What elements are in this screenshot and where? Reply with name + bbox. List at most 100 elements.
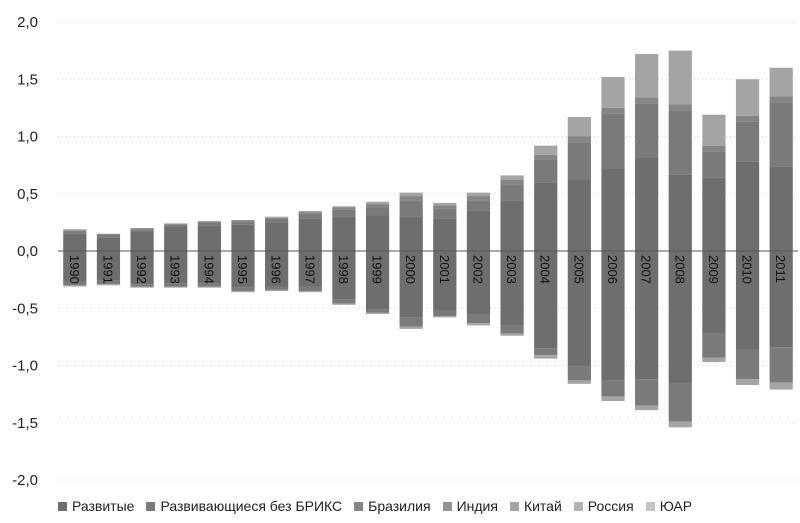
bar-segment <box>735 349 760 380</box>
bar-segment <box>635 103 659 158</box>
x-tick-label: 1993 <box>168 255 183 284</box>
bar-segment <box>399 216 423 251</box>
bar-segment <box>231 224 255 251</box>
bar-segment <box>164 283 188 287</box>
bar-segment <box>735 161 760 251</box>
bar-segment <box>298 291 322 293</box>
bar-segment <box>399 196 423 201</box>
bar-segment <box>668 251 692 384</box>
bar-segment <box>500 175 524 181</box>
y-tick-label: 1,5 <box>17 71 38 88</box>
x-tick-label: 2000 <box>403 255 418 284</box>
bar-segment <box>365 215 390 251</box>
bar-segment <box>500 251 524 326</box>
bar-segment <box>365 251 390 310</box>
bar-segment <box>164 226 188 251</box>
bar-segment <box>433 251 457 311</box>
bar-segment <box>668 50 692 105</box>
bar-segment <box>534 251 558 349</box>
bar-segment <box>130 231 154 251</box>
bar-segment <box>601 251 625 381</box>
bar-segment <box>466 251 491 314</box>
legend-item: Бразилия <box>354 498 431 514</box>
bar-segment <box>466 196 491 201</box>
bar-segment <box>63 281 87 286</box>
bar-segment <box>702 151 726 178</box>
bar-segment <box>635 157 659 251</box>
bar-segment <box>567 136 591 143</box>
bar-segment <box>601 76 625 108</box>
bar-segment <box>635 97 659 104</box>
bar-segment <box>668 110 692 175</box>
bar-segment <box>433 202 457 206</box>
bar-segment <box>500 184 524 201</box>
bar-segment <box>231 251 255 288</box>
bar-segment <box>601 380 625 397</box>
bar-segment <box>769 251 793 348</box>
bar-segment <box>500 200 524 251</box>
bar-segment <box>130 284 154 287</box>
bar-segment <box>130 228 154 230</box>
bar-segment <box>197 251 221 284</box>
bar-segment <box>231 287 255 292</box>
bar-segment <box>567 117 591 137</box>
x-tick-label: 2010 <box>740 255 755 284</box>
legend-label: Развитые <box>72 498 135 514</box>
bar-segment <box>265 289 289 292</box>
x-tick-label: 1990 <box>67 255 82 284</box>
bar-segment <box>265 218 289 223</box>
bar-segment <box>365 201 390 205</box>
x-tick-label: 2004 <box>538 255 553 284</box>
bar-segment <box>534 159 558 183</box>
x-tick-label: 1995 <box>235 255 250 284</box>
bar-segment <box>769 347 793 383</box>
bar-segment <box>399 200 423 217</box>
bar-segment <box>601 107 625 114</box>
bar-segment <box>567 380 591 384</box>
bar-segment <box>231 220 255 222</box>
bar-segment <box>96 237 121 251</box>
bar-segment <box>298 210 322 213</box>
bar-segment <box>702 357 726 363</box>
bar-segment <box>231 291 255 293</box>
bar-segment <box>735 115 760 122</box>
legend-swatch <box>509 501 519 511</box>
bar-segment <box>130 229 154 232</box>
bar-segment <box>96 234 121 238</box>
x-tick-label: 1994 <box>201 255 216 284</box>
y-tick-label: 0,0 <box>17 243 38 260</box>
legend-label: Развивающиеся без БРИКС <box>160 498 343 514</box>
bar-segment <box>365 207 390 216</box>
bar-segment <box>735 251 760 350</box>
legend-swatch <box>146 501 156 511</box>
bar-segment <box>130 251 154 285</box>
legend-label: ЮАР <box>659 498 693 514</box>
bar-segment <box>601 168 625 251</box>
legend-item: Китай <box>509 498 562 514</box>
x-tick-label: 2001 <box>437 255 452 284</box>
bar-segment <box>197 225 221 251</box>
legend-swatch <box>645 501 655 511</box>
bar-segment <box>63 231 87 234</box>
y-tick-label: -2,0 <box>12 472 38 489</box>
y-tick-label: 1,0 <box>17 129 38 146</box>
bar-segment <box>365 309 390 313</box>
bar-segment <box>399 192 423 197</box>
bar-segment <box>567 180 591 251</box>
x-tick-label: 1996 <box>269 255 284 284</box>
bar-segment <box>298 218 322 251</box>
y-tick-label: 2,0 <box>17 14 38 31</box>
bar-segment <box>63 229 87 231</box>
bar-segment <box>702 333 726 358</box>
x-tick-label: 2007 <box>639 255 654 284</box>
bar-segment <box>298 212 322 214</box>
bar-segment <box>63 230 87 232</box>
bar-segment <box>433 316 457 318</box>
bar-segment <box>769 166 793 251</box>
bar-segment <box>769 67 793 97</box>
x-tick-label: 1998 <box>336 255 351 284</box>
bar-segment <box>500 180 524 185</box>
y-tick-label: -0,5 <box>12 300 38 317</box>
legend-item: Индия <box>442 498 498 514</box>
bar-segment <box>96 284 121 286</box>
